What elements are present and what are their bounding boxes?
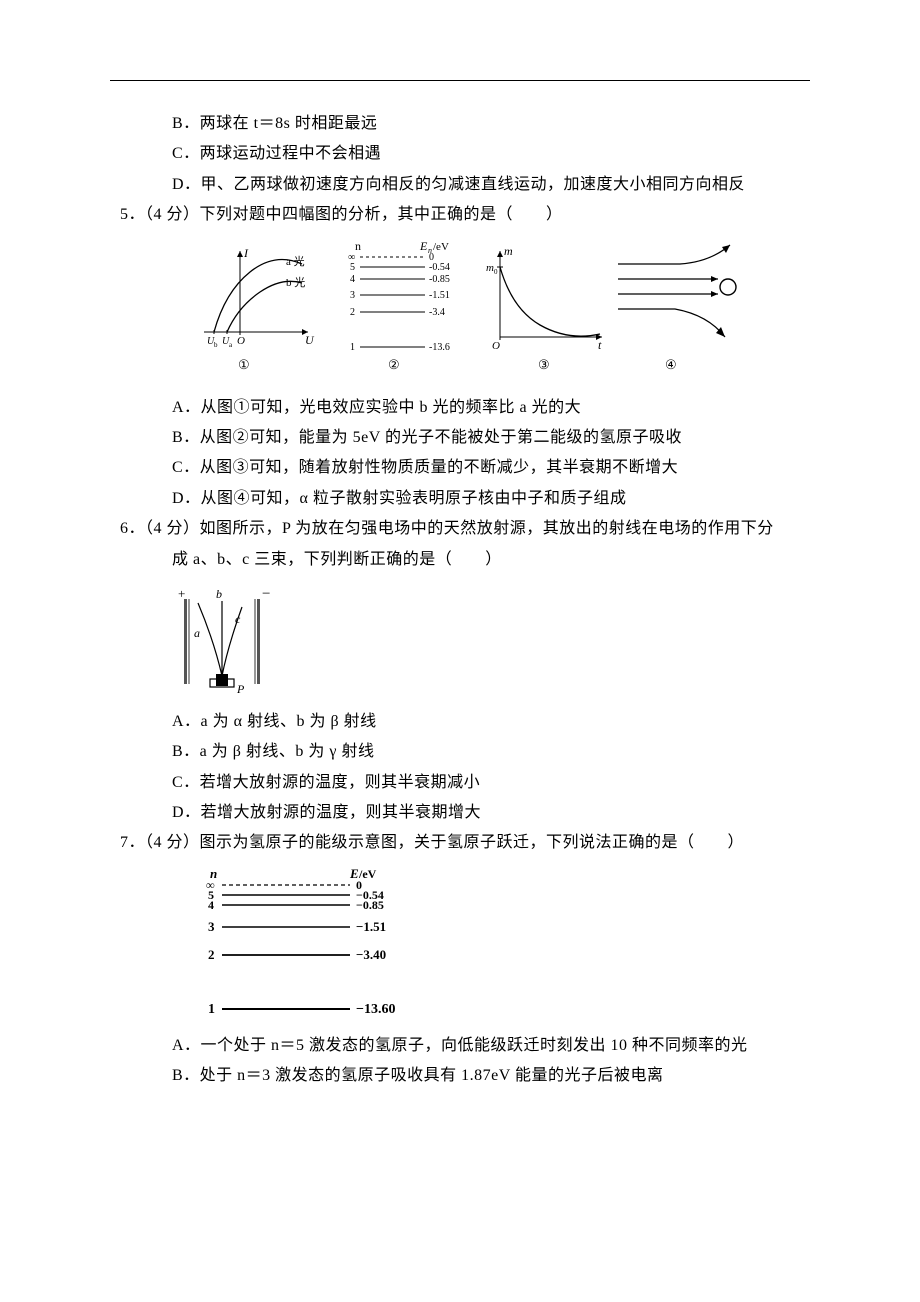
svg-text:b: b [214, 341, 218, 349]
page-top-rule [110, 80, 810, 81]
q5-figure-svg: I U O Ub Ua a 光 b 光 ① n En/eV ∞0 5-0.54 … [180, 237, 740, 387]
q6-stem-cont: 成 a、b、c 三束，下列判断正确的是（ ） [110, 545, 810, 575]
svg-text:④: ④ [665, 357, 677, 372]
svg-text:a: a [229, 341, 233, 349]
q6-option-C: C．若增大放射源的温度，则其半衰期减小 [110, 768, 810, 798]
q5-option-D: D．从图④可知，α 粒子散射实验表明原子核由中子和质子组成 [110, 484, 810, 514]
svg-text:a 光: a 光 [286, 254, 305, 268]
q6-figure-row: + − P a b c [110, 581, 810, 701]
q5-option-C: C．从图③可知，随着放射性物质质量的不断减少，其半衰期不断增大 [110, 453, 810, 483]
svg-text:/eV: /eV [433, 241, 449, 253]
svg-text:n: n [355, 239, 361, 253]
svg-text:−1.51: −1.51 [356, 919, 386, 934]
q4-option-C: C．两球运动过程中不会相遇 [110, 139, 810, 169]
svg-text:4: 4 [208, 898, 214, 912]
q6-stem: 6．（4 分）如图所示，P 为放在匀强电场中的天然放射源，其放出的射线在电场的作… [110, 514, 810, 544]
svg-text:1: 1 [350, 342, 355, 353]
svg-text:m: m [486, 262, 494, 274]
svg-text:-1.51: -1.51 [429, 290, 450, 301]
svg-text:5: 5 [350, 262, 355, 273]
q5-option-A: A．从图①可知，光电效应实验中 b 光的频率比 a 光的大 [110, 393, 810, 423]
svg-text:0: 0 [494, 268, 498, 276]
q5-option-B: B．从图②可知，能量为 5eV 的光子不能被处于第二能级的氢原子吸收 [110, 423, 810, 453]
svg-text:2: 2 [208, 947, 215, 962]
q7-figure-row: n E/eV ∞0 5−0.54 4−0.85 3−1.51 2−3.40 1−… [110, 865, 810, 1025]
q5-panel-3: m m0 t O ③ [486, 244, 602, 372]
svg-text:−: − [262, 586, 270, 602]
svg-text:I: I [243, 246, 249, 260]
svg-text:+: + [178, 586, 185, 601]
svg-text:4: 4 [350, 274, 355, 285]
svg-text:2: 2 [350, 307, 355, 318]
q7-option-A: A．一个处于 n＝5 激发态的氢原子，向低能级跃迁时刻发出 10 种不同频率的光 [110, 1031, 810, 1061]
svg-text:E: E [419, 239, 428, 253]
svg-text:②: ② [388, 357, 400, 372]
svg-text:−13.60: −13.60 [356, 1002, 395, 1017]
q5-panel-4: ④ [618, 245, 736, 372]
q7-stem: 7．（4 分）图示为氢原子的能级示意图，关于氢原子跃迁，下列说法正确的是（ ） [110, 828, 810, 858]
svg-text:3: 3 [208, 919, 215, 934]
q5-panel-1: I U O Ub Ua a 光 b 光 ① [204, 246, 315, 372]
svg-text:t: t [598, 338, 602, 352]
svg-text:a: a [194, 626, 200, 640]
svg-text:P: P [236, 682, 245, 696]
svg-text:3: 3 [350, 290, 355, 301]
q4-option-D: D．甲、乙两球做初速度方向相反的匀减速直线运动，加速度大小相同方向相反 [110, 170, 810, 200]
svg-text:−3.40: −3.40 [356, 947, 386, 962]
svg-text:-13.6: -13.6 [429, 342, 450, 353]
q7-option-B: B．处于 n＝3 激发态的氢原子吸收具有 1.87eV 能量的光子后被电离 [110, 1061, 810, 1091]
q6-figure-svg: + − P a b c [172, 581, 272, 701]
svg-text:-0.85: -0.85 [429, 274, 450, 285]
svg-text:O: O [492, 340, 500, 352]
svg-text:b 光: b 光 [286, 275, 305, 289]
q7-figure-svg: n E/eV ∞0 5−0.54 4−0.85 3−1.51 2−3.40 1−… [190, 865, 400, 1025]
svg-text:c: c [235, 612, 241, 626]
q5-panel-2: n En/eV ∞0 5-0.54 4-0.85 3-1.51 2-3.4 1-… [348, 239, 450, 372]
svg-text:①: ① [238, 357, 250, 372]
svg-text:③: ③ [538, 357, 550, 372]
svg-text:−0.85: −0.85 [356, 898, 384, 912]
svg-text:1: 1 [208, 1002, 215, 1017]
q5-stem: 5．（4 分）下列对题中四幅图的分析，其中正确的是（ ） [110, 200, 810, 230]
svg-text:-0.54: -0.54 [429, 262, 450, 273]
svg-text:O: O [237, 335, 245, 347]
svg-text:U: U [305, 333, 315, 347]
q5-figure-row: I U O Ub Ua a 光 b 光 ① n En/eV ∞0 5-0.54 … [110, 237, 810, 387]
svg-text:-3.4: -3.4 [429, 307, 445, 318]
q6-option-B: B．a 为 β 射线、b 为 γ 射线 [110, 737, 810, 767]
q6-option-D: D．若增大放射源的温度，则其半衰期增大 [110, 798, 810, 828]
svg-text:m: m [504, 244, 513, 258]
q4-option-B: B．两球在 t＝8s 时相距最远 [110, 109, 810, 139]
q6-option-A: A．a 为 α 射线、b 为 β 射线 [110, 707, 810, 737]
svg-text:b: b [216, 587, 222, 601]
